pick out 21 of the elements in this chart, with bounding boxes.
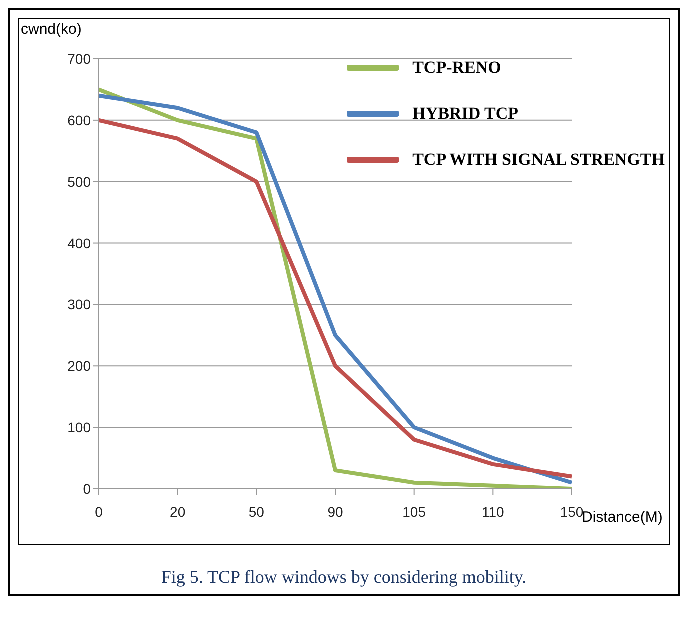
x-tick-label: 50 [248,504,265,520]
x-tick-label: 20 [170,504,186,520]
y-tick-label: 200 [68,358,92,374]
y-tick-label: 500 [68,174,92,190]
x-tick-label: 0 [95,504,104,520]
y-axis-title: cwnd(ko) [21,21,82,38]
y-tick-label: 300 [68,296,92,313]
x-tick-label: 110 [482,504,505,520]
y-tick-label: 0 [83,480,92,497]
y-tick-label: 400 [68,235,92,252]
legend-label: TCP-RENO [412,58,502,78]
x-axis-title: Distance(M) [582,509,663,526]
y-tick-label: 700 [68,50,92,67]
x-tick-label: 150 [560,504,584,520]
y-tick-label: 100 [68,420,92,436]
caption: Fig 5. TCP flow windows by considering mobility. [160,567,528,588]
x-tick-label: 90 [328,504,344,520]
x-tick-label: 105 [402,504,426,520]
y-tick-label: 600 [68,112,92,128]
legend-label: HYBRID TCP [412,104,519,124]
legend-label: TCP WITH SIGNAL STRENGTH [412,150,665,170]
